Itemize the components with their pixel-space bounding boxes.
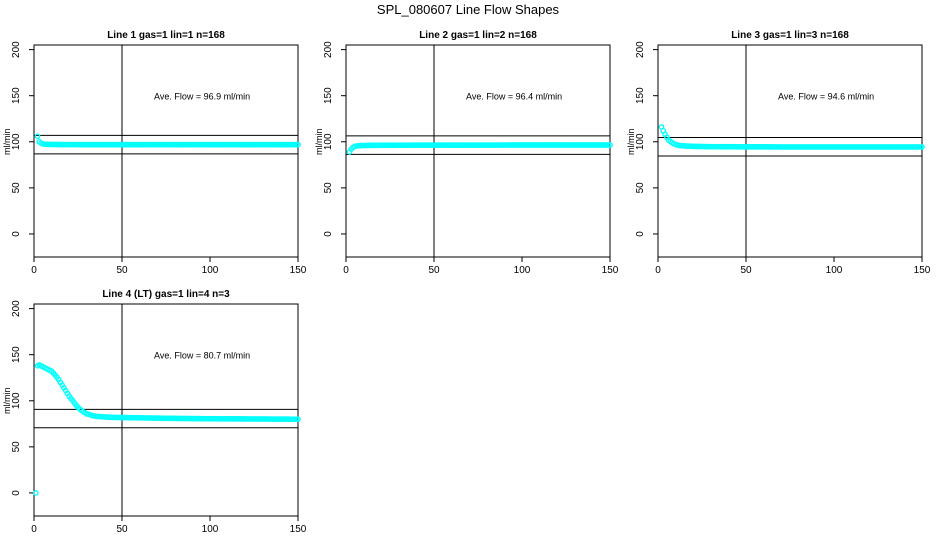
y-tick-label: 0 xyxy=(11,490,22,496)
chart-panel-2: Line 2 gas=1 lin=2 n=168 0 50 100 150 0 50 100 1… xyxy=(314,30,619,276)
plot-frame xyxy=(33,44,299,258)
plot-frame xyxy=(33,303,299,517)
data-point xyxy=(295,141,301,148)
x-tick-label: 150 xyxy=(914,265,931,276)
x-tick-label: 100 xyxy=(826,265,843,276)
x-tick-label: 0 xyxy=(655,265,661,276)
y-tick-label: 150 xyxy=(11,87,22,104)
x-tick-label: 100 xyxy=(514,265,531,276)
data-point xyxy=(919,144,925,150)
x-tick-label: 0 xyxy=(31,524,37,535)
y-axis-label: ml/min xyxy=(2,129,12,156)
panel-title: Line 4 (LT) gas=1 lin=4 n=3 xyxy=(102,289,230,300)
y-tick-label: 200 xyxy=(11,300,22,317)
x-tick-label: 50 xyxy=(116,524,128,535)
x-tick-label: 0 xyxy=(343,265,349,276)
plot-frame xyxy=(345,44,611,258)
y-tick-label: 200 xyxy=(11,41,22,58)
x-tick-label: 100 xyxy=(202,265,219,276)
y-tick-label: 150 xyxy=(323,87,334,104)
y-axis-label: ml/min xyxy=(314,129,324,156)
y-tick-label: 50 xyxy=(11,182,22,194)
x-tick-label: 100 xyxy=(202,524,219,535)
figure-title: SPL_080607 Line Flow Shapes xyxy=(376,2,560,17)
y-axis-label: ml/min xyxy=(2,388,12,415)
y-axis-label: ml/min xyxy=(626,129,636,156)
data-point xyxy=(32,490,39,496)
chart-panel-4: Line 4 (LT) gas=1 lin=4 n=3 0 50 100 150 0 50 1… xyxy=(2,289,307,535)
y-tick-label: 100 xyxy=(323,133,334,150)
y-tick-label: 50 xyxy=(635,182,646,194)
chart-panel-1: Line 1 gas=1 lin=1 n=168 0 50 100 150 0 50 100 1… xyxy=(2,30,307,276)
y-tick-label: 150 xyxy=(635,87,646,104)
x-tick-label: 50 xyxy=(116,265,128,276)
average-flow-annotation: Ave. Flow = 80.7 ml/min xyxy=(154,351,250,361)
y-tick-label: 0 xyxy=(323,231,334,237)
x-tick-label: 50 xyxy=(428,265,440,276)
y-tick-label: 100 xyxy=(11,133,22,150)
y-tick-label: 100 xyxy=(11,392,22,409)
x-tick-label: 150 xyxy=(290,265,307,276)
average-flow-annotation: Ave. Flow = 96.4 ml/min xyxy=(466,92,562,102)
panel-title: Line 1 gas=1 lin=1 n=168 xyxy=(107,30,225,41)
x-tick-label: 150 xyxy=(602,265,619,276)
data-point xyxy=(607,142,613,148)
average-flow-annotation: Ave. Flow = 96.9 ml/min xyxy=(154,92,250,102)
x-tick-label: 50 xyxy=(740,265,752,276)
chart-panel-3: Line 3 gas=1 lin=3 n=168 0 50 100 150 0 50 100 1… xyxy=(626,30,931,276)
panel-title: Line 3 gas=1 lin=3 n=168 xyxy=(731,30,849,41)
y-tick-label: 200 xyxy=(635,41,646,58)
y-tick-label: 200 xyxy=(323,41,334,58)
data-point xyxy=(295,416,301,423)
y-tick-label: 100 xyxy=(635,133,646,150)
average-flow-annotation: Ave. Flow = 94.6 ml/min xyxy=(778,92,874,102)
data-point xyxy=(34,133,41,140)
y-tick-label: 150 xyxy=(11,346,22,363)
y-tick-label: 50 xyxy=(11,441,22,453)
plot-frame xyxy=(657,44,923,258)
y-tick-label: 0 xyxy=(11,231,22,237)
y-tick-label: 0 xyxy=(635,231,646,237)
y-tick-label: 50 xyxy=(323,182,334,194)
x-tick-label: 150 xyxy=(290,524,307,535)
x-tick-label: 0 xyxy=(31,265,37,276)
panel-title: Line 2 gas=1 lin=2 n=168 xyxy=(419,30,537,41)
